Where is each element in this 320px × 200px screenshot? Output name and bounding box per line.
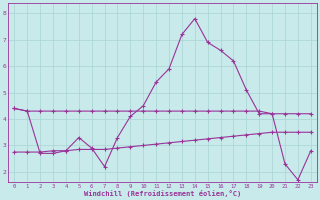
X-axis label: Windchill (Refroidissement éolien,°C): Windchill (Refroidissement éolien,°C)	[84, 190, 241, 197]
